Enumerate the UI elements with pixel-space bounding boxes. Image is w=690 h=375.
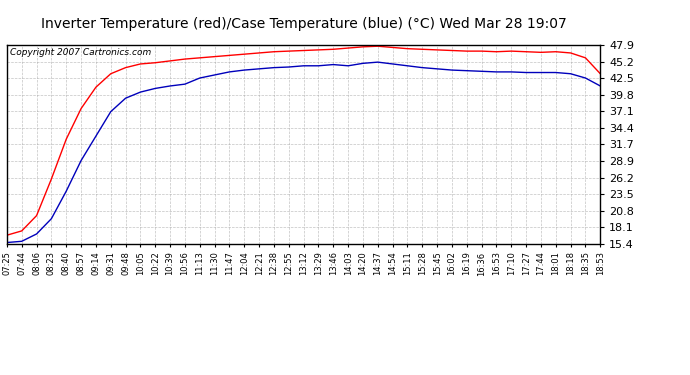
Text: Inverter Temperature (red)/Case Temperature (blue) (°C) Wed Mar 28 19:07: Inverter Temperature (red)/Case Temperat… bbox=[41, 17, 566, 31]
Text: Copyright 2007 Cartronics.com: Copyright 2007 Cartronics.com bbox=[10, 48, 151, 57]
